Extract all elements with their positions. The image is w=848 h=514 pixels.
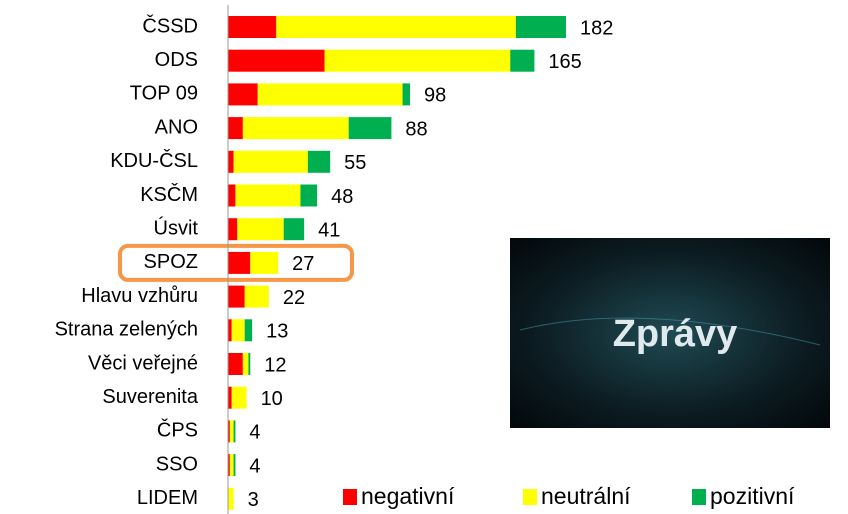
legend-label: pozitivní xyxy=(710,483,795,509)
total-label: 13 xyxy=(266,321,288,343)
total-label: 4 xyxy=(249,455,260,477)
bar-segment xyxy=(231,319,245,342)
bar-segment xyxy=(244,319,253,342)
total-label: 22 xyxy=(283,287,305,309)
bar-segment xyxy=(276,16,516,38)
bar-segment xyxy=(228,16,277,38)
bar-segment xyxy=(228,454,230,477)
y-tick-label: TOP 09 xyxy=(130,83,198,105)
bar-segment xyxy=(348,117,392,140)
y-tick-label: Věci veřejné xyxy=(88,352,198,374)
total-label: 27 xyxy=(292,253,314,275)
bar-segment xyxy=(242,117,349,140)
y-tick-label: Suverenita xyxy=(102,386,198,408)
bar-segment xyxy=(228,285,245,308)
y-tick-label: ANO xyxy=(155,116,198,138)
bar-segment xyxy=(228,117,243,140)
total-label: 88 xyxy=(405,118,427,140)
inset-background xyxy=(510,238,830,428)
total-label: 4 xyxy=(249,422,260,444)
bar-segment xyxy=(228,83,258,106)
bar-segment xyxy=(228,251,251,274)
bar-segment xyxy=(300,184,318,207)
bar-segment xyxy=(229,420,234,443)
y-tick-label: Strana zelených xyxy=(55,319,198,341)
inset-title: Zprávy xyxy=(613,313,738,355)
y-tick-label: ODS xyxy=(155,49,198,71)
bar-segment xyxy=(228,487,234,510)
legend-label: neutrální xyxy=(541,483,631,509)
legend-swatch xyxy=(692,489,706,505)
bar-segment xyxy=(250,251,279,274)
bar-segment xyxy=(228,386,232,409)
y-tick-label: SSO xyxy=(156,453,198,475)
bar-segment xyxy=(233,420,236,443)
bar-segment xyxy=(515,16,566,38)
bar-segment xyxy=(229,454,234,477)
bar-segment xyxy=(231,386,247,409)
total-label: 10 xyxy=(261,388,283,410)
bar-segment xyxy=(228,184,236,207)
bar-segment xyxy=(237,218,284,241)
bar-segment xyxy=(283,218,305,241)
total-label: 98 xyxy=(424,85,446,107)
bar-segment xyxy=(402,83,410,106)
bar-segment xyxy=(228,49,325,72)
bar-segment xyxy=(228,150,234,173)
bar-segment xyxy=(228,420,230,443)
y-tick-label: ČSSD xyxy=(142,14,198,37)
y-tick-label: KDU-ČSL xyxy=(110,149,198,172)
y-tick-label: KSČM xyxy=(140,183,198,206)
total-label: 182 xyxy=(580,17,613,39)
bar-segment xyxy=(233,150,308,173)
bar-segment xyxy=(248,353,251,375)
bar-segment xyxy=(324,49,511,72)
y-tick-label: LIDEM xyxy=(137,487,198,509)
video-inset: Zprávy xyxy=(510,238,830,428)
total-label: 55 xyxy=(344,152,366,174)
y-tick-label: Úsvit xyxy=(154,216,199,239)
highlight-box xyxy=(118,243,354,282)
legend-label: negativní xyxy=(361,483,455,509)
bar-segment xyxy=(228,319,232,342)
total-label: 3 xyxy=(248,489,259,511)
y-tick-label: ČPS xyxy=(157,419,198,442)
total-label: 48 xyxy=(331,186,353,208)
bar-segment xyxy=(228,218,238,241)
bar-segment xyxy=(510,49,535,72)
bar-segment xyxy=(228,353,243,375)
legend-swatch xyxy=(343,489,357,505)
bar-segment xyxy=(244,285,269,308)
bar-segment xyxy=(257,83,403,106)
total-label: 12 xyxy=(264,354,286,376)
legend-swatch xyxy=(523,489,537,505)
y-tick-label: Hlavu vzhůru xyxy=(81,285,198,307)
inset-streak xyxy=(519,317,821,346)
total-label: 41 xyxy=(318,219,340,241)
bar-segment xyxy=(307,150,331,173)
y-tick-label: SPOZ xyxy=(144,251,198,273)
bar-segment xyxy=(242,353,249,375)
total-label: 165 xyxy=(548,51,581,73)
bar-segment xyxy=(235,184,301,207)
bar-segment xyxy=(233,454,236,477)
